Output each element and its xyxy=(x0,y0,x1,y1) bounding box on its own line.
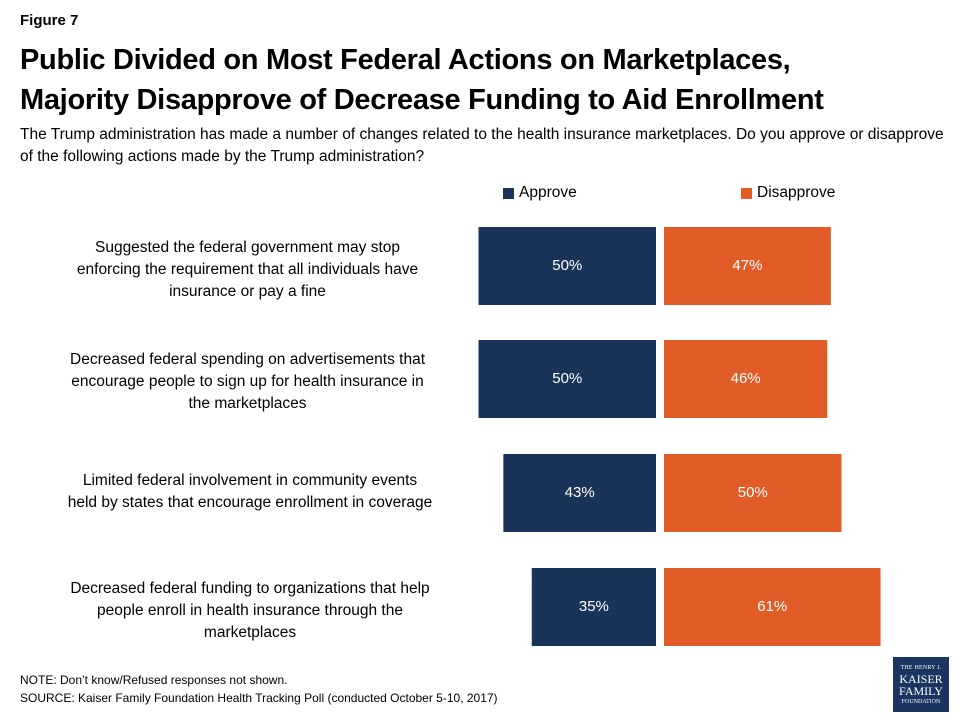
legend: Approve Disapprove xyxy=(0,184,960,206)
category-label-line: marketplaces xyxy=(203,624,297,641)
legend-swatch-disapprove xyxy=(741,187,752,199)
disapprove-bar xyxy=(664,454,842,532)
category-label-line: Decreased federal funding to organizatio… xyxy=(70,580,430,597)
category-label: Decreased federal funding to organizatio… xyxy=(30,578,470,644)
disapprove-value-label: 46% xyxy=(731,370,761,387)
category-label-line: encourage people to sign up for health i… xyxy=(71,373,424,390)
title-line: Majority Disapprove of Decrease Funding … xyxy=(20,84,824,116)
approve-bar xyxy=(503,454,656,532)
category-label-line: Decreased federal spending on advertisem… xyxy=(70,351,425,368)
category-label: Decreased federal spending on advertisem… xyxy=(35,349,460,415)
approve-value-label: 43% xyxy=(565,484,595,501)
legend-item-approve: Approve xyxy=(503,184,577,202)
category-label-line: people enroll in health insurance throug… xyxy=(97,602,403,619)
logo-line: FOUNDATION xyxy=(901,698,941,705)
figure-label: Figure 7 xyxy=(20,12,79,29)
footer-source: SOURCE: Kaiser Family Foundation Health … xyxy=(20,691,498,705)
category-label: Limited federal involvement in community… xyxy=(30,470,470,514)
legend-label-approve: Approve xyxy=(519,184,577,201)
disapprove-value-label: 47% xyxy=(732,257,762,274)
disapprove-bar xyxy=(664,340,828,418)
category-label-line: Suggested the federal government may sto… xyxy=(94,239,401,256)
legend-item-disapprove: Disapprove xyxy=(741,184,835,202)
approve-value-label: 35% xyxy=(579,598,609,615)
disapprove-bar xyxy=(664,227,831,305)
approve-bar xyxy=(531,568,656,646)
chart-subtitle: The Trump administration has made a numb… xyxy=(20,126,944,165)
category-label-line: enforcing the requirement that all indiv… xyxy=(76,261,419,278)
disapprove-value-label: 50% xyxy=(738,484,768,501)
category-label: Suggested the federal government may sto… xyxy=(35,237,460,303)
category-label-line: Limited federal involvement in community… xyxy=(82,472,418,489)
approve-value-label: 50% xyxy=(552,257,582,274)
disapprove-bar xyxy=(664,568,881,646)
legend-label-disapprove: Disapprove xyxy=(757,184,836,201)
kff-logo: THE HENRY J. KAISER FAMILY FOUNDATION xyxy=(893,657,949,712)
chart-title: Public Divided on Most Federal Actions o… xyxy=(20,40,940,120)
category-label-line: the marketplaces xyxy=(188,395,307,412)
logo-line: KAISER xyxy=(899,671,943,686)
disapprove-value-label: 61% xyxy=(757,598,787,615)
title-line: Public Divided on Most Federal Actions o… xyxy=(20,44,791,76)
logo-line: FAMILY xyxy=(899,683,943,698)
footer: NOTE: Don’t know/Refused responses not s… xyxy=(20,671,498,707)
category-label-line: held by states that encourage enrollment… xyxy=(67,494,433,511)
approve-value-label: 50% xyxy=(552,370,582,387)
category-label-line: insurance or pay a fine xyxy=(169,283,326,300)
logo-line: THE HENRY J. xyxy=(900,664,942,671)
footer-note: NOTE: Don’t know/Refused responses not s… xyxy=(20,673,288,687)
legend-swatch-approve xyxy=(503,187,514,199)
approve-bar xyxy=(478,340,656,418)
approve-bar xyxy=(478,227,656,305)
